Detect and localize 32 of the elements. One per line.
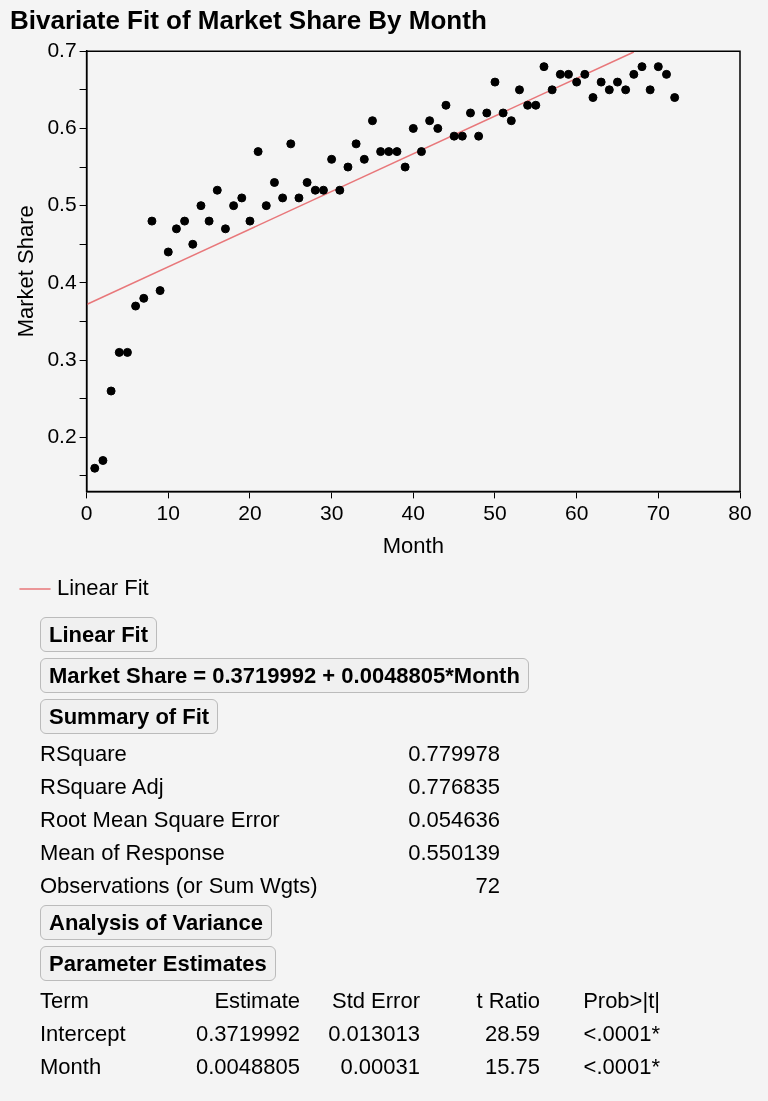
text: Mean of Response 0.550139 — [40, 840, 500, 865]
y-axis-title: Market Share — [13, 205, 39, 338]
text: Term Estimate Std Error t Ratio Prob>|t| — [40, 988, 660, 1013]
x-axis-title: Month — [382, 532, 444, 558]
y-tick-label: 0.7 — [47, 38, 77, 61]
text: RSquare 0.779978 — [40, 741, 500, 766]
text: Intercept 0.3719992 0.013013 28.59 <.0001* — [40, 1021, 660, 1046]
x-tick-label: 10 — [156, 500, 180, 524]
x-tick-label: 0 — [80, 500, 93, 524]
y-tick-label: 0.3 — [47, 346, 77, 370]
text: Month 0.0048805 0.00031 15.75 <.0001* — [40, 1054, 660, 1079]
text: Observations (or Sum Wgts) 72 — [40, 873, 500, 898]
y-tick-label: 0.5 — [47, 192, 77, 216]
y-tick-label: 0.2 — [47, 424, 77, 448]
x-tick-label: 70 — [646, 500, 670, 524]
y-tick-label: 0.4 — [47, 269, 77, 293]
text: Market Share = 0.3719992 + 0.0048805*Month — [40, 658, 529, 693]
x-tick-label: 80 — [728, 500, 752, 524]
x-tick-label: 40 — [401, 500, 425, 524]
text: Linear Fit — [40, 617, 158, 652]
text: Root Mean Square Error 0.054636 — [40, 807, 500, 832]
legend-label: Linear Fit — [57, 575, 149, 601]
text: RSquare Adj 0.776835 — [40, 774, 500, 799]
y-tick-label: 0.6 — [47, 115, 77, 139]
chart-title: Bivariate Fit of Market Share By Month — [10, 4, 487, 35]
x-tick-label: 50 — [483, 500, 507, 524]
text: Parameter Estimates — [40, 946, 276, 981]
x-tick-label: 60 — [564, 500, 589, 524]
x-tick-label: 30 — [319, 500, 344, 524]
x-tick-label: 20 — [238, 500, 262, 524]
text: Summary of Fit — [40, 699, 219, 734]
text: Analysis of Variance — [40, 905, 272, 940]
